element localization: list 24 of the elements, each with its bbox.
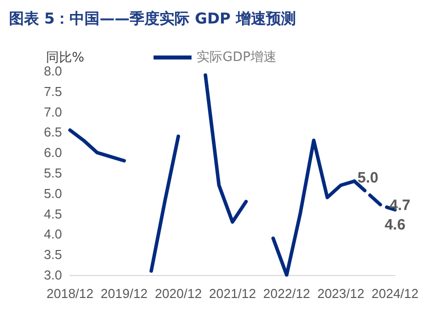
x-tick-label: 2024/12 — [372, 286, 418, 301]
x-tick-label: 2022/12 — [263, 286, 310, 301]
x-tick-label: 2019/12 — [100, 286, 148, 301]
y-tick-label: 8.0 — [44, 64, 62, 78]
y-tick-label: 6.0 — [44, 145, 62, 160]
y-tick-label: 6.5 — [44, 124, 62, 140]
x-tick-label: 2023/12 — [317, 286, 364, 301]
y-tick-label: 3.0 — [44, 268, 62, 282]
legend-label: 实际GDP增速 — [196, 50, 276, 65]
x-tick-label: 2020/12 — [154, 286, 202, 301]
y-tick-label: 4.0 — [44, 226, 62, 242]
x-tick-label: 2018/12 — [46, 286, 94, 301]
y-tick-label: 7.0 — [44, 104, 62, 120]
data-label: 5.0 — [357, 169, 378, 186]
y-tick-label: 5.5 — [44, 166, 62, 180]
data-label: 4.6 — [384, 216, 406, 234]
y-axis-title: 同比% — [46, 50, 84, 66]
y-tick-label: 7.5 — [44, 84, 62, 99]
y-tick-label: 5.0 — [44, 186, 62, 201]
y-tick-label: 3.5 — [44, 247, 62, 262]
data-label: 4.7 — [389, 197, 410, 214]
y-tick-label: 4.5 — [44, 206, 62, 222]
x-tick-label: 2021/12 — [209, 286, 256, 301]
chart-title: 图表 5：中国——季度实际 GDP 增速预测 — [9, 10, 296, 28]
